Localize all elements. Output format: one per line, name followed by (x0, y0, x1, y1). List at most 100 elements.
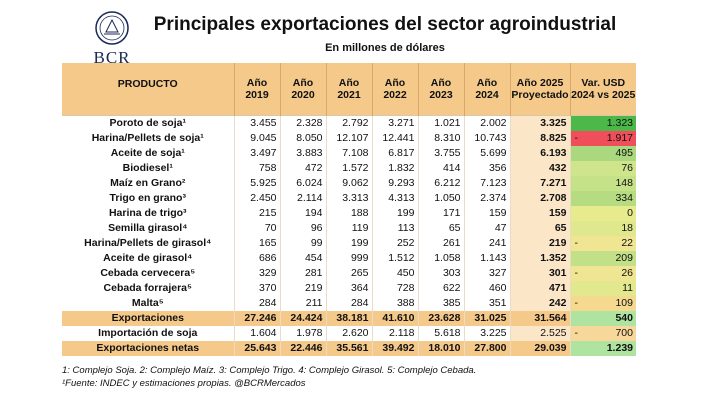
footnote-source: ¹Fuente: INDEC y estimaciones propias. @… (62, 378, 306, 389)
year-value: 194 (280, 205, 327, 221)
year-value: 460 (464, 280, 511, 296)
total-row: Exportaciones 27.246 24.424 38.181 41.610 23.… (62, 310, 636, 326)
year-value: 3.497 (234, 145, 281, 161)
variation-sign: - (574, 131, 579, 144)
table-row: Trigo en grano³ 2.450 2.114 3.313 4.313 1.050… (62, 190, 636, 206)
column-header: PRODUCTO (62, 63, 235, 115)
product-name: Malta⁵ (62, 295, 235, 311)
variation-sign: - (574, 296, 579, 309)
year-value: 1.604 (234, 325, 281, 341)
table-row: Maíz en Grano² 5.925 6.024 9.062 9.293 6.212 7… (62, 175, 636, 191)
column-header: Año 2025 Proyectado (510, 63, 571, 115)
column-header-line1: Año (338, 76, 360, 89)
column-header-line1: Año (384, 76, 406, 89)
year-value: 3.755 (418, 145, 465, 161)
year-value: 188 (326, 205, 373, 221)
projected-value: 301 (510, 265, 571, 281)
table-row: Harina de trigo³ 215 194 188 199 171 159 159 0 (62, 205, 636, 221)
year-value: 999 (326, 250, 373, 266)
product-name: Harina/Pellets de soja¹ (62, 130, 235, 146)
chart-title: Principales exportaciones del sector agr… (153, 14, 617, 35)
product-name: Trigo en grano³ (62, 190, 235, 206)
year-value: 414 (418, 160, 465, 176)
year-value: 41.610 (372, 310, 419, 326)
year-value: 65 (418, 220, 465, 236)
year-value: 27.800 (464, 340, 511, 356)
year-value: 1.050 (418, 190, 465, 206)
table-row: Harina/Pellets de girasol⁴ 165 99 199 252 261… (62, 235, 636, 251)
column-header: Año 2022 (372, 63, 419, 115)
variation-value: 700 (615, 326, 633, 339)
year-value: 2.114 (280, 190, 327, 206)
exports-table: PRODUCTO Año 2019 Año 2020 Año 2021 Año 2022 Año 2… (62, 63, 636, 356)
year-value: 96 (280, 220, 327, 236)
year-value: 3.271 (372, 114, 419, 131)
projected-value: 29.039 (510, 340, 571, 356)
year-value: 8.050 (280, 130, 327, 146)
year-value: 5.925 (234, 175, 281, 191)
year-value: 622 (418, 280, 465, 296)
year-value: 199 (372, 205, 419, 221)
table-row: Aceite de soja¹ 3.497 3.883 7.108 6.817 3.755… (62, 145, 636, 161)
year-value: 25.643 (234, 340, 281, 356)
variation-cell: 1.239 (570, 340, 636, 356)
variation-value: 11 (622, 281, 633, 294)
variation-cell: - 1.917 (570, 130, 636, 146)
column-header: Var. USD 2024 vs 2025 (570, 63, 636, 115)
variation-value: 22 (621, 236, 633, 249)
year-value: 364 (326, 280, 373, 296)
projected-value: 219 (510, 235, 571, 251)
year-value: 3.455 (234, 114, 281, 131)
variation-value: 109 (615, 296, 633, 309)
product-name: Harina/Pellets de girasol⁴ (62, 235, 235, 251)
variation-value: 1.239 (606, 341, 633, 354)
column-header-line1: Año (246, 76, 268, 89)
projected-value: 65 (510, 220, 571, 236)
year-value: 5.699 (464, 145, 511, 161)
year-value: 2.374 (464, 190, 511, 206)
product-name: Importación de soja (62, 325, 235, 341)
variation-value: 148 (615, 176, 633, 189)
year-value: 6.024 (280, 175, 327, 191)
column-header-line2: 2021 (337, 88, 361, 101)
variation-cell: 540 (570, 310, 636, 326)
projected-value: 3.325 (510, 114, 571, 131)
year-value: 261 (418, 235, 465, 251)
column-header-line1: Año (292, 76, 314, 89)
column-header: Año 2020 (280, 63, 327, 115)
product-name: Aceite de soja¹ (62, 145, 235, 161)
table-header-row: PRODUCTO Año 2019 Año 2020 Año 2021 Año 2022 Año 2… (62, 63, 636, 115)
year-value: 3.313 (326, 190, 373, 206)
year-value: 356 (464, 160, 511, 176)
column-header: Año 2023 (418, 63, 465, 115)
variation-value: 76 (621, 161, 633, 174)
column-header-line2: 2022 (383, 88, 407, 101)
table-row: Harina/Pellets de soja¹ 9.045 8.050 12.107 1… (62, 130, 636, 146)
variation-sign: - (574, 266, 579, 279)
year-value: 1.512 (372, 250, 419, 266)
product-name: Cebada cervecera⁵ (62, 265, 235, 281)
projected-value: 31.564 (510, 310, 571, 326)
year-value: 39.492 (372, 340, 419, 356)
year-value: 329 (234, 265, 281, 281)
variation-cell: - 26 (570, 265, 636, 281)
table-row: Cebada forrajera⁵ 370 219 364 728 622 460 471 11 (62, 280, 636, 296)
year-value: 3.883 (280, 145, 327, 161)
year-value: 1.572 (326, 160, 373, 176)
variation-cell: 148 (570, 175, 636, 191)
year-value: 2.118 (372, 325, 419, 341)
variation-cell: 18 (570, 220, 636, 236)
year-value: 2.002 (464, 114, 511, 131)
variation-cell: 76 (570, 160, 636, 176)
table-body: Poroto de soja¹ 3.455 2.328 2.792 3.271 1.021… (62, 114, 636, 356)
year-value: 70 (234, 220, 281, 236)
table-row: Cebada cervecera⁵ 329 281 265 450 303 327 301- 2… (62, 265, 636, 281)
year-value: 6.212 (418, 175, 465, 191)
column-header: Año 2019 (234, 63, 281, 115)
year-value: 370 (234, 280, 281, 296)
year-value: 99 (280, 235, 327, 251)
variation-sign: - (574, 236, 579, 249)
year-value: 241 (464, 235, 511, 251)
year-value: 5.618 (418, 325, 465, 341)
column-header-line1: PRODUCTO (117, 77, 178, 90)
